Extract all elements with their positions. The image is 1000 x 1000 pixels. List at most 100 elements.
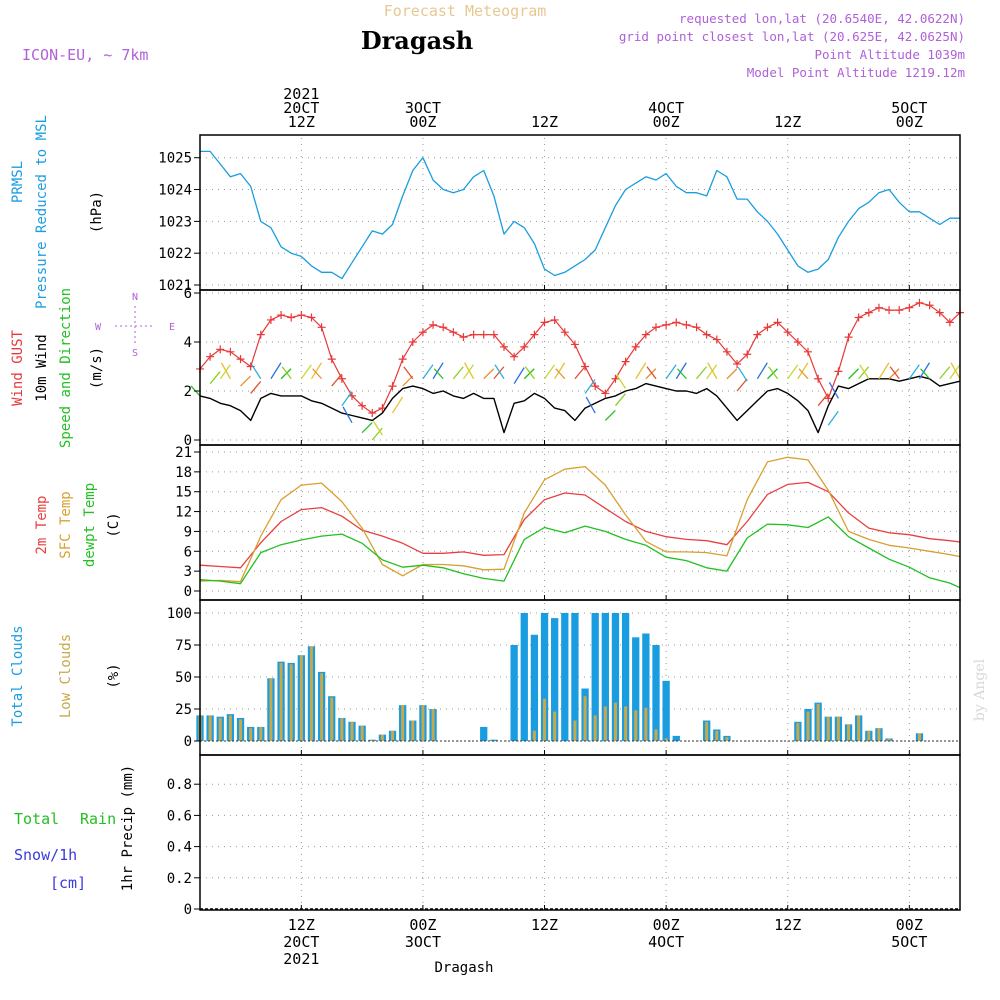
gust-marker xyxy=(206,352,215,361)
low-cloud-bar xyxy=(867,730,871,741)
gust-marker xyxy=(915,298,924,307)
wind-label: 10m Wind xyxy=(34,334,50,401)
low-cloud-bar xyxy=(249,728,253,741)
wind-direction-arrow xyxy=(797,362,809,380)
gust-marker xyxy=(662,320,671,329)
wind-direction-arrow xyxy=(798,368,809,380)
wind-direction-arrow xyxy=(878,362,890,380)
wind-direction-arrow xyxy=(513,367,525,384)
t2m-label: 2m Temp xyxy=(34,495,50,554)
point-altitude: Point Altitude 1039m xyxy=(814,47,965,62)
total-cloud-bar xyxy=(611,613,620,741)
footer-location: Dragash xyxy=(434,960,493,976)
gust-marker xyxy=(581,362,590,371)
wind-direction-arrow xyxy=(555,368,566,380)
y-tick-label: 1025 xyxy=(158,151,192,167)
wind-direction-arrow xyxy=(939,366,951,380)
low-cloud-bar xyxy=(208,715,212,741)
total-cloud-bar xyxy=(601,613,609,741)
wind-direction-arrow xyxy=(949,364,961,380)
wind-gust-label: Wind GUST xyxy=(10,330,26,406)
y-tick-label: 1021 xyxy=(158,278,192,294)
bottom-tick-label: 12Z xyxy=(288,916,315,934)
gust-marker xyxy=(885,306,894,315)
wind-direction-arrow xyxy=(950,362,961,380)
bottom-tick-label: 4OCT xyxy=(648,933,684,951)
y-tick-label: 1024 xyxy=(158,183,192,199)
y-tick-label: 15 xyxy=(175,485,192,501)
wind-direction-arrow xyxy=(331,373,343,387)
wind-direction-arrow xyxy=(614,393,626,407)
low-cloud-bar xyxy=(624,706,628,741)
low-cloud-bar xyxy=(218,717,222,741)
sfc-temp-label: SFC Temp xyxy=(58,491,74,558)
wind-direction-arrow xyxy=(635,362,647,380)
top-tick-label: 3OCT xyxy=(405,99,441,117)
low-cloud-bar xyxy=(593,715,597,741)
low-cloud-bar xyxy=(816,703,820,741)
gust-marker xyxy=(763,323,772,332)
gust-line xyxy=(199,302,961,414)
gust-marker xyxy=(824,394,833,403)
low-cloud-bar xyxy=(380,734,384,741)
wind-direction-arrow xyxy=(827,410,839,426)
wind-direction-arrow xyxy=(452,366,464,380)
y-tick-label: 0.4 xyxy=(167,840,192,856)
y-tick-label: 0 xyxy=(184,584,192,600)
wind-direction-arrow xyxy=(889,366,900,380)
sfc-temp-line xyxy=(199,456,961,583)
bottom-tick-label: 00Z xyxy=(653,916,680,934)
gust-marker xyxy=(672,318,681,327)
low-cloud-bar xyxy=(836,716,840,741)
wind-direction-arrow xyxy=(616,374,627,389)
location-title: Dragash xyxy=(361,26,473,55)
compass-s: S xyxy=(132,348,138,359)
wind-direction-arrow xyxy=(391,396,404,414)
top-tick-label: 00Z xyxy=(896,113,923,131)
gust-marker xyxy=(408,338,417,346)
wind-direction-arrow xyxy=(250,381,262,394)
low-cloud-bar xyxy=(239,719,243,741)
gust-marker xyxy=(236,355,245,364)
panel-frame xyxy=(199,289,961,446)
gust-marker xyxy=(864,308,873,317)
gust-marker xyxy=(358,401,367,410)
low-cloud-bar xyxy=(603,706,607,741)
gust-marker xyxy=(560,328,569,337)
top-tick-label: 12Z xyxy=(288,113,315,131)
y-tick-label: 6 xyxy=(184,544,192,560)
total-cloud-bar xyxy=(662,680,670,741)
bottom-tick-label: 12Z xyxy=(774,916,801,934)
dewpt-line xyxy=(199,516,961,589)
y-tick-label: 2 xyxy=(184,384,192,400)
wind-direction-arrow xyxy=(645,368,657,380)
low-cloud-bar xyxy=(309,646,313,741)
gust-marker xyxy=(925,301,934,310)
product-title: Forecast Meteogram xyxy=(384,2,547,20)
wind-direction-arrow xyxy=(604,409,616,421)
compass-cross xyxy=(115,306,155,346)
total-cloud-bar xyxy=(571,613,579,741)
wind-direction-arrow xyxy=(240,375,251,387)
wind-direction-arrow xyxy=(220,362,231,380)
bottom-tick-label: 2021 xyxy=(283,950,319,968)
y-tick-label: 1022 xyxy=(158,246,192,262)
gust-marker xyxy=(429,320,438,329)
gust-marker xyxy=(601,389,610,398)
y-tick-label: 6 xyxy=(184,286,192,302)
low-cloud-bar xyxy=(269,678,273,741)
bottom-tick-label: 00Z xyxy=(896,916,923,934)
gust-marker xyxy=(266,315,275,324)
bottom-tick-label: 12Z xyxy=(531,916,558,934)
rain-label: Rain xyxy=(80,810,116,828)
total-cloud-bar xyxy=(642,633,650,741)
temp-unit: (C) xyxy=(106,512,122,537)
y-tick-label: 9 xyxy=(184,524,192,540)
wind-direction-arrow xyxy=(523,368,535,380)
wind-direction-arrow xyxy=(888,368,900,380)
y-tick-label: 50 xyxy=(175,670,192,686)
total-cloud-bar xyxy=(591,613,599,741)
wind-direction-arrow xyxy=(817,393,829,407)
gust-marker xyxy=(854,313,863,322)
